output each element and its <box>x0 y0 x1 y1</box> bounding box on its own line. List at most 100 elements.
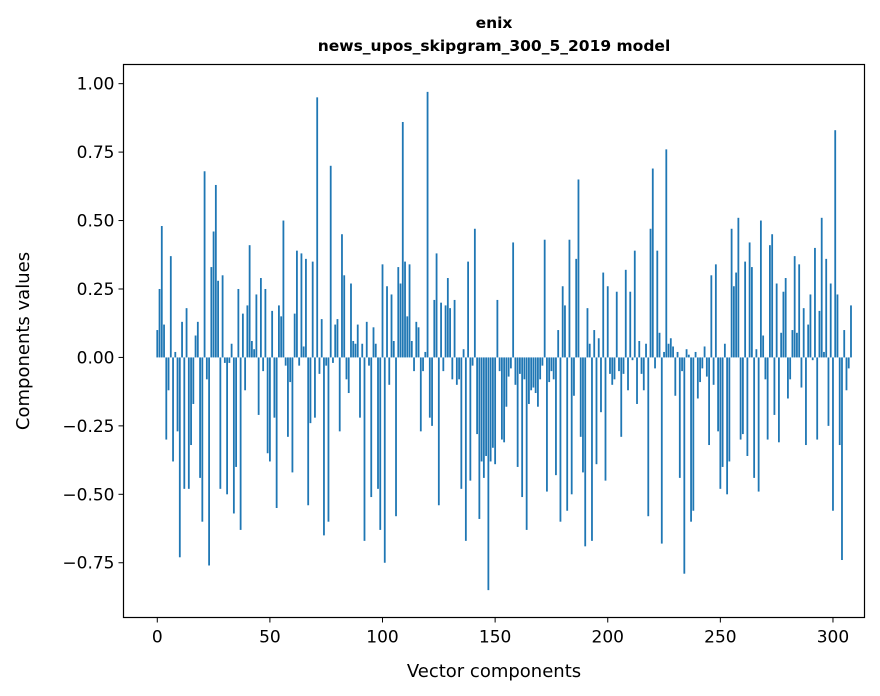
bar-147 <box>487 357 490 591</box>
bar-143 <box>478 357 481 519</box>
bar-262 <box>746 357 749 456</box>
bar-145 <box>482 357 485 478</box>
bar-96 <box>372 327 375 358</box>
bar-213 <box>636 357 638 404</box>
bar-144 <box>480 357 483 462</box>
bar-64 <box>300 253 303 358</box>
bar-194 <box>593 330 596 358</box>
bar-177 <box>555 357 557 476</box>
bar-190 <box>584 357 587 547</box>
bar-75 <box>325 357 328 366</box>
bar-236 <box>687 354 690 358</box>
bar-215 <box>640 357 643 374</box>
bar-119 <box>424 351 427 358</box>
bar-142 <box>476 357 479 435</box>
bar-206 <box>620 357 623 437</box>
bar-12 <box>183 357 186 489</box>
bar-110 <box>404 261 406 358</box>
bar-271 <box>766 357 769 440</box>
bar-167 <box>532 357 535 388</box>
bar-164 <box>525 357 528 530</box>
bar-126 <box>440 302 442 358</box>
bar-1 <box>158 288 161 358</box>
bar-46 <box>259 278 262 358</box>
bar-6 <box>169 256 172 358</box>
bar-180 <box>561 286 564 358</box>
bar-285 <box>798 264 801 358</box>
bar-152 <box>498 357 501 372</box>
bar-85 <box>347 357 350 394</box>
bar-183 <box>568 239 571 358</box>
bar-166 <box>530 357 533 391</box>
bar-120 <box>426 91 429 358</box>
bar-240 <box>696 357 699 399</box>
bar-273 <box>771 234 774 358</box>
bar-98 <box>377 357 379 489</box>
bar-303 <box>838 357 841 446</box>
bar-269 <box>762 335 765 358</box>
bar-163 <box>523 357 526 380</box>
bar-63 <box>298 357 301 366</box>
bar-266 <box>755 349 758 358</box>
bar-31 <box>226 357 228 495</box>
bar-189 <box>582 357 584 473</box>
bar-175 <box>550 357 553 372</box>
y-tick-label: 0.25 <box>77 280 115 300</box>
bar-56 <box>282 220 285 358</box>
bar-88 <box>354 343 357 358</box>
bar-37 <box>239 357 242 530</box>
bar-52 <box>273 357 276 418</box>
bar-295 <box>820 217 823 358</box>
bar-157 <box>509 357 512 369</box>
bar-217 <box>645 343 647 358</box>
bar-90 <box>359 357 361 418</box>
bar-305 <box>843 330 846 358</box>
bar-17 <box>194 335 197 358</box>
bar-133 <box>455 357 458 385</box>
bar-108 <box>399 283 402 358</box>
bar-13 <box>185 308 188 358</box>
bar-58 <box>287 357 289 437</box>
bar-171 <box>541 357 544 366</box>
bar-260 <box>741 357 744 435</box>
bar-83 <box>343 275 346 358</box>
bar-134 <box>458 357 460 380</box>
bar-18 <box>196 321 199 358</box>
bar-118 <box>422 357 424 372</box>
bar-301 <box>834 130 837 358</box>
bar-42 <box>250 341 253 358</box>
bar-169 <box>537 357 539 407</box>
bar-264 <box>750 267 753 358</box>
bar-234 <box>683 357 686 574</box>
bar-5 <box>167 357 170 391</box>
bar-41 <box>248 245 251 358</box>
bar-165 <box>528 357 530 404</box>
bar-170 <box>539 357 542 380</box>
bar-300 <box>832 357 834 511</box>
bar-284 <box>796 332 798 358</box>
bar-237 <box>690 357 692 522</box>
bar-131 <box>451 357 454 380</box>
bar-47 <box>262 357 265 372</box>
bar-279 <box>784 278 787 358</box>
bar-159 <box>514 357 517 385</box>
bar-51 <box>271 310 274 358</box>
bar-70 <box>314 357 316 418</box>
bar-2 <box>160 226 163 358</box>
bar-116 <box>417 327 420 358</box>
bar-19 <box>199 357 201 478</box>
bar-100 <box>381 264 384 358</box>
bar-201 <box>609 357 611 374</box>
bar-253 <box>726 357 729 495</box>
bar-7 <box>172 357 174 462</box>
bar-182 <box>566 357 569 511</box>
bar-69 <box>311 261 314 358</box>
bar-306 <box>845 357 848 391</box>
bar-44 <box>255 294 258 358</box>
bar-132 <box>453 299 456 358</box>
bar-276 <box>778 357 780 443</box>
bar-68 <box>309 357 312 424</box>
bar-61 <box>293 313 296 358</box>
y-tick-label: 0.50 <box>77 212 115 232</box>
bar-15 <box>190 357 192 446</box>
